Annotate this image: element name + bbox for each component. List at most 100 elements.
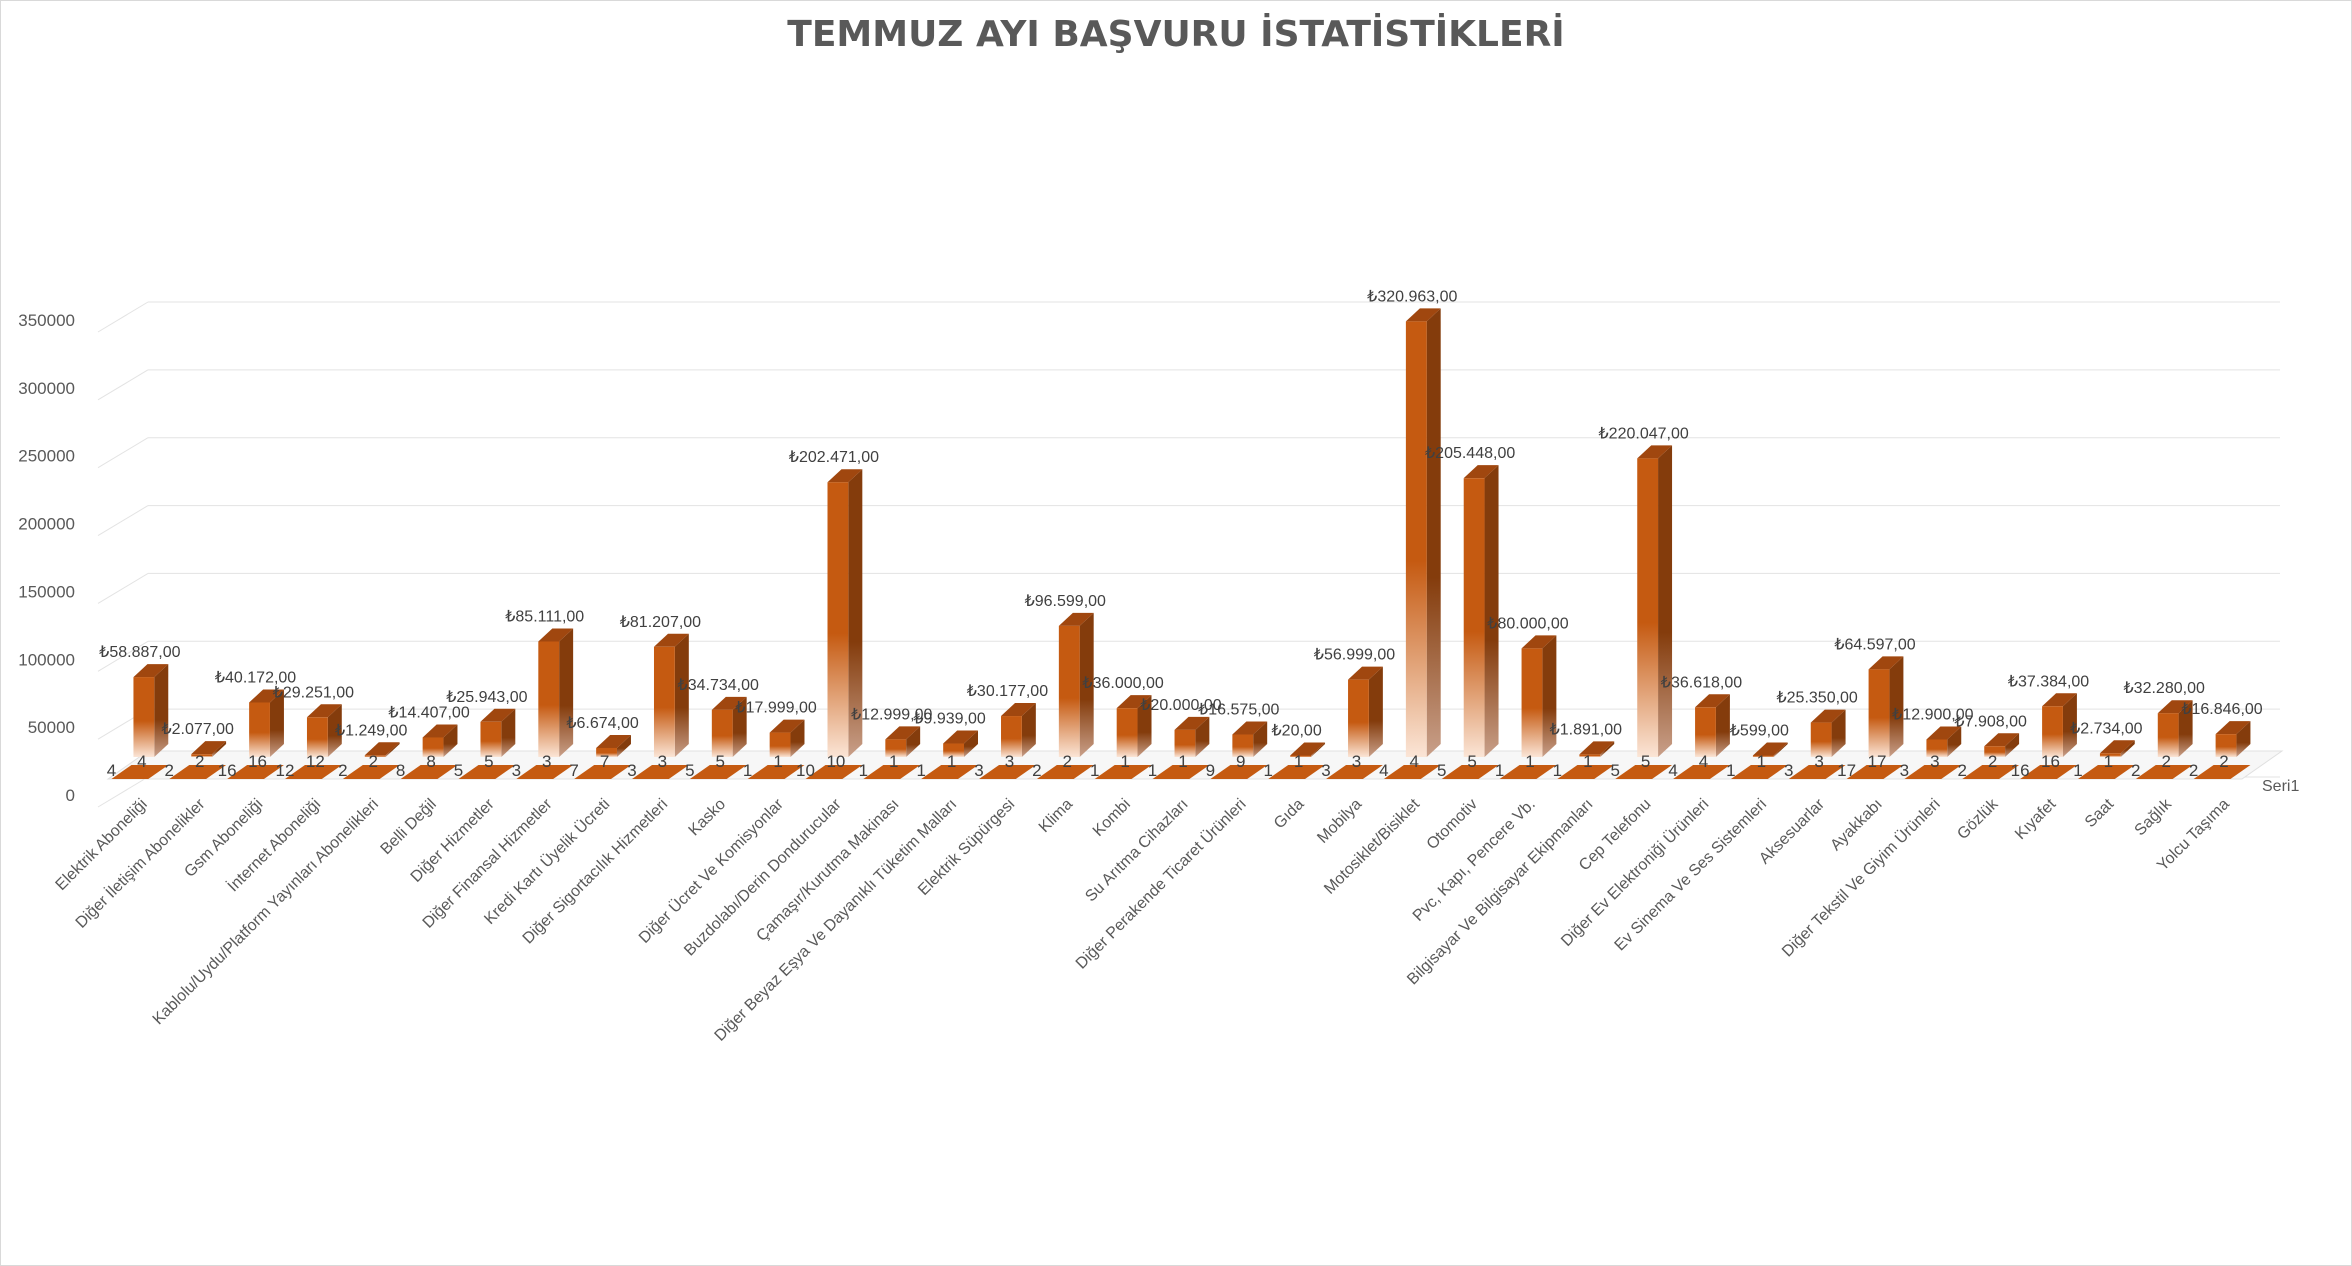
bar-base-plate <box>111 765 169 779</box>
bar-top <box>943 730 978 744</box>
bar-front <box>1926 739 1948 757</box>
count-label: 16 <box>2011 761 2030 780</box>
count-label: 5 <box>716 752 725 771</box>
count-label: 1 <box>1553 761 1562 780</box>
bar-top <box>2099 740 2135 754</box>
y-tick-label: 300000 <box>18 379 75 398</box>
bar-base-plate <box>747 765 805 779</box>
bar <box>1615 445 1673 779</box>
count-label: 1 <box>1263 761 1272 780</box>
value-label: ₺20.000,00 <box>1140 697 1221 714</box>
value-label: ₺34.734,00 <box>678 677 759 694</box>
value-label: ₺36.000,00 <box>1082 675 1163 692</box>
bar-side <box>1889 656 1904 757</box>
value-label: ₺6.674,00 <box>566 715 639 732</box>
bar-base-plate <box>1962 765 2020 779</box>
bar-side <box>2178 700 2193 757</box>
bar-front <box>1348 679 1369 757</box>
bar-side <box>732 696 747 757</box>
count-label: 2 <box>2219 752 2228 771</box>
bar-front <box>1637 458 1659 757</box>
bar-front <box>249 702 270 757</box>
bar-top <box>1868 656 1904 670</box>
bar-front <box>2099 753 2121 757</box>
bar <box>458 708 516 779</box>
count-label: 1 <box>947 752 956 771</box>
count-label: 1 <box>1495 761 1504 780</box>
bar-top <box>653 633 689 647</box>
bar-base-plate <box>516 765 574 779</box>
y-tick-label: 200000 <box>18 515 75 534</box>
value-label: ₺40.172,00 <box>215 669 296 686</box>
bar-side <box>1542 635 1557 757</box>
bar-top <box>1810 709 1846 723</box>
bar-top <box>1521 635 1557 649</box>
bar-base-plate <box>1730 765 1788 779</box>
value-label: ₺2.077,00 <box>161 721 234 738</box>
count-label: 1 <box>1583 752 1592 771</box>
bar-front <box>1001 716 1022 757</box>
bar-side <box>1600 741 1615 757</box>
bar-base-plate <box>805 765 863 779</box>
count-label: 2 <box>2161 752 2170 771</box>
count-label: 1 <box>1757 752 1766 771</box>
value-label: ₺64.597,00 <box>1834 636 1915 653</box>
bar-top <box>1463 465 1499 479</box>
chart-title: TEMMUZ AYI BAŞVURU İSTATİSTİKLERİ <box>787 14 1565 55</box>
bar-front <box>711 709 733 757</box>
category-label: Gıda <box>1271 796 1308 833</box>
bar-side <box>443 724 458 757</box>
bar-front <box>422 737 444 757</box>
bar-front <box>943 743 964 757</box>
value-label: ₺1.891,00 <box>1550 721 1623 738</box>
count-label: 2 <box>368 752 377 771</box>
count-label: 1 <box>1726 761 1735 780</box>
value-label: ₺25.943,00 <box>446 689 527 706</box>
count-label: 10 <box>796 761 815 780</box>
bar-base-plate <box>1788 765 1846 779</box>
bar-side <box>212 741 227 757</box>
bar-base-plate <box>2193 765 2251 779</box>
count-label: 1 <box>1178 752 1187 771</box>
bar-top <box>885 726 921 740</box>
count-label: 1 <box>1120 752 1129 771</box>
bar-top <box>1405 308 1441 322</box>
gridline <box>97 369 149 401</box>
count-label: 7 <box>600 752 609 771</box>
bar-front <box>1463 478 1485 757</box>
bar-top <box>1232 721 1268 735</box>
count-label: 3 <box>658 752 667 771</box>
value-label: ₺12.900,00 <box>1892 706 1973 723</box>
bar-side <box>1947 726 1962 757</box>
bar-front <box>1984 746 2006 757</box>
bar <box>1383 308 1441 779</box>
value-label: ₺80.000,00 <box>1487 615 1568 632</box>
bar-side <box>1715 694 1730 757</box>
bar-front <box>827 482 849 757</box>
bar-base-plate <box>227 765 284 779</box>
bar-front <box>2215 734 2237 757</box>
value-label: ₺7.908,00 <box>1954 713 2027 730</box>
bar-side <box>2005 733 2020 757</box>
category-label: Motosiklet/Bisiklet <box>1321 795 1423 897</box>
bar-front <box>1174 729 1196 757</box>
bar <box>400 724 458 779</box>
bar-front <box>596 747 617 757</box>
bar <box>1441 465 1499 779</box>
bar-top <box>1984 733 2020 747</box>
gridline <box>97 301 149 333</box>
value-label: ₺36.618,00 <box>1661 674 1742 691</box>
count-label: 3 <box>1900 761 1909 780</box>
bar-base-plate <box>863 765 921 779</box>
bar <box>516 628 574 779</box>
bar-side <box>1195 716 1210 757</box>
bar-side <box>1021 703 1036 757</box>
count-label: 1 <box>1090 761 1099 780</box>
bar-base-plate <box>1441 765 1499 779</box>
bar-top <box>1348 666 1383 680</box>
bar-side <box>848 469 863 757</box>
bar <box>805 469 863 779</box>
bar-base-plate <box>689 765 747 779</box>
